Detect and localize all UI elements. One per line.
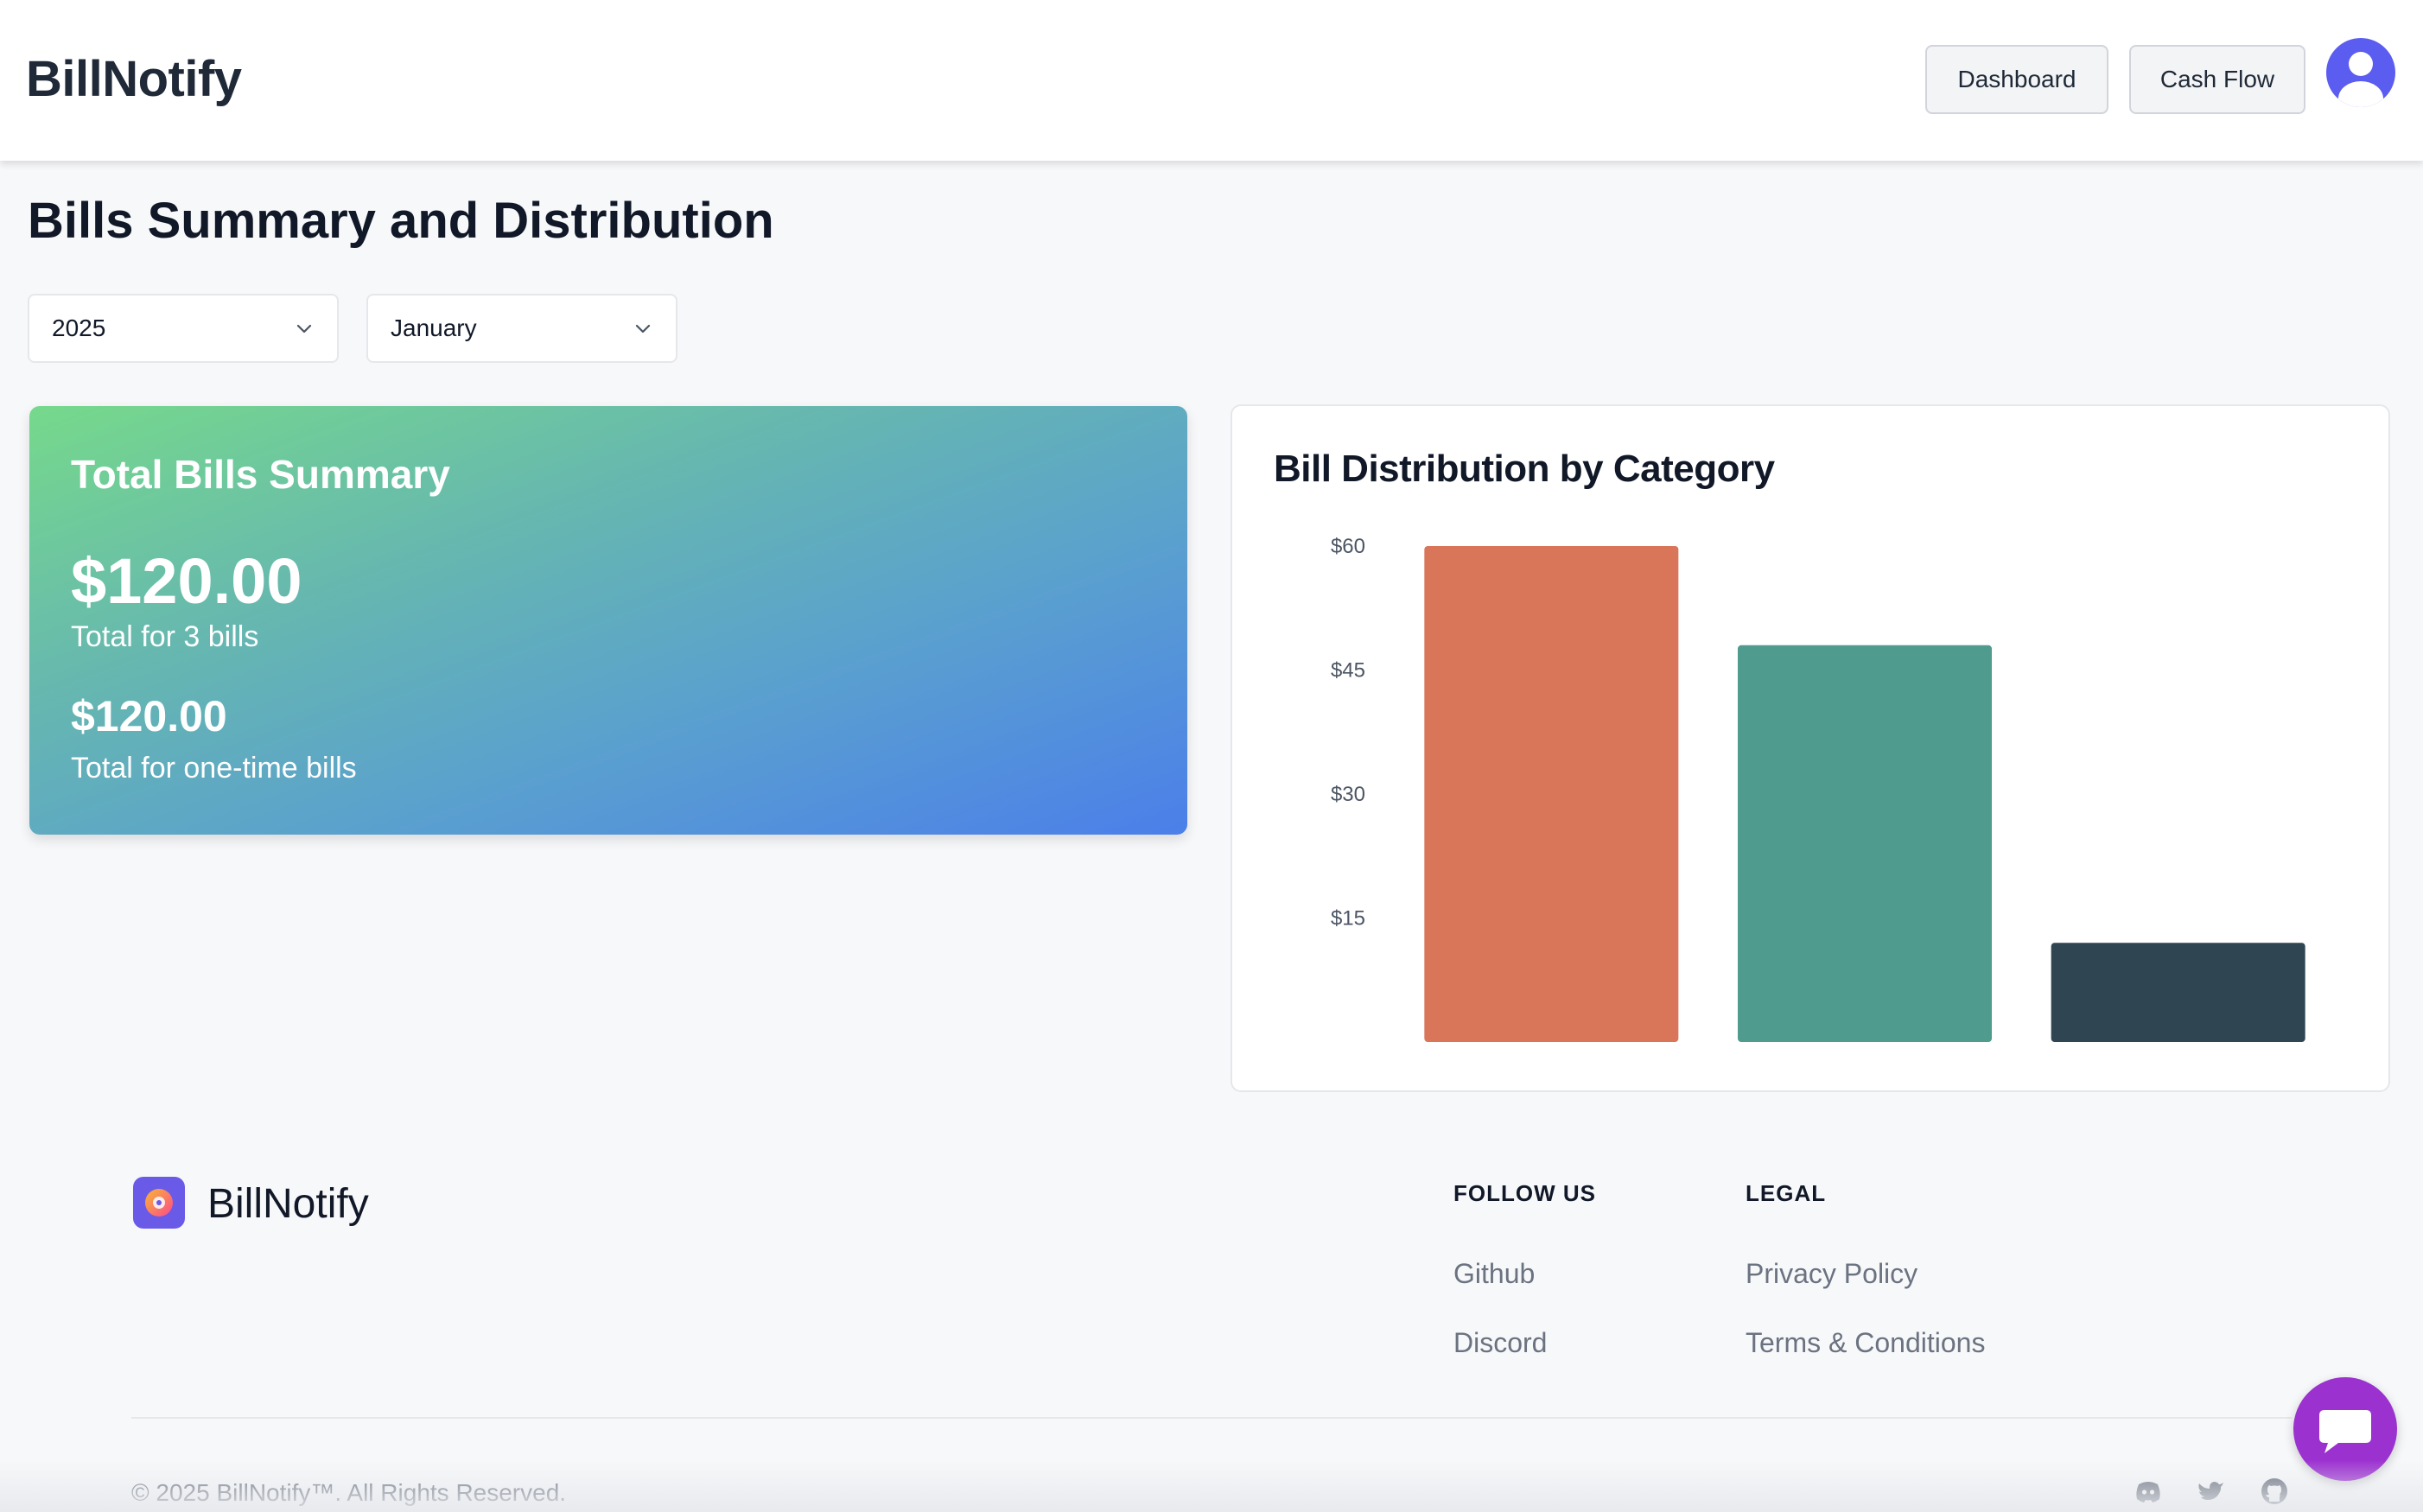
chart-bar[interactable] <box>1424 546 1679 1042</box>
chart-title: Bill Distribution by Category <box>1274 448 1775 490</box>
chart-bar[interactable] <box>1738 645 1992 1042</box>
one-time-amount: $120.00 <box>71 692 227 740</box>
cash-flow-button[interactable]: Cash Flow <box>2129 45 2305 114</box>
y-tick-label: $15 <box>1331 907 1365 931</box>
top-header: BillNotify Dashboard Cash Flow <box>0 0 2423 161</box>
chart-bar[interactable] <box>2051 943 2305 1042</box>
year-select-value: 2025 <box>52 314 106 341</box>
footer-logo-icon <box>133 1177 185 1229</box>
total-bills-summary-card: Total Bills Summary $120.00 Total for 3 … <box>29 406 1187 835</box>
total-amount: $120.00 <box>71 545 302 617</box>
twitter-icon[interactable] <box>2195 1476 2226 1507</box>
legal-heading: LEGAL <box>1746 1180 1827 1206</box>
github-icon[interactable] <box>2259 1476 2290 1507</box>
month-select[interactable]: January <box>366 294 677 363</box>
total-caption: Total for 3 bills <box>71 620 259 653</box>
page-title: Bills Summary and Distribution <box>28 193 774 249</box>
summary-title: Total Bills Summary <box>71 452 450 497</box>
dashboard-button[interactable]: Dashboard <box>1925 45 2108 114</box>
footer-divider <box>131 1417 2292 1419</box>
chat-button[interactable] <box>2293 1377 2397 1481</box>
copyright-text: © 2025 BillNotify™. All Rights Reserved. <box>131 1479 567 1506</box>
follow-us-heading: FOLLOW US <box>1453 1180 1596 1206</box>
discord-icon[interactable] <box>2133 1476 2164 1507</box>
bar-chart: $15 $30 $45 $60 <box>1331 535 2305 1042</box>
chat-bubble-icon <box>2319 1410 2371 1453</box>
y-tick-label: $60 <box>1331 535 1365 558</box>
github-link[interactable]: Github <box>1453 1258 1536 1289</box>
chevron-down-icon <box>635 324 651 334</box>
app-brand[interactable]: BillNotify <box>26 51 242 107</box>
y-tick-label: $30 <box>1331 783 1365 806</box>
discord-link[interactable]: Discord <box>1453 1327 1548 1358</box>
footer-brand[interactable]: BillNotify <box>207 1181 369 1227</box>
year-select[interactable]: 2025 <box>28 294 339 363</box>
chevron-down-icon <box>296 324 312 334</box>
privacy-policy-link[interactable]: Privacy Policy <box>1746 1258 1918 1289</box>
month-select-value: January <box>391 314 477 341</box>
bill-distribution-card: Bill Distribution by Category $15 $30 $45 $… <box>1231 404 2390 1092</box>
one-time-caption: Total for one-time bills <box>71 752 357 785</box>
y-tick-label: $45 <box>1331 659 1365 683</box>
user-avatar-icon[interactable] <box>2326 38 2395 107</box>
terms-conditions-link[interactable]: Terms & Conditions <box>1746 1327 1986 1358</box>
